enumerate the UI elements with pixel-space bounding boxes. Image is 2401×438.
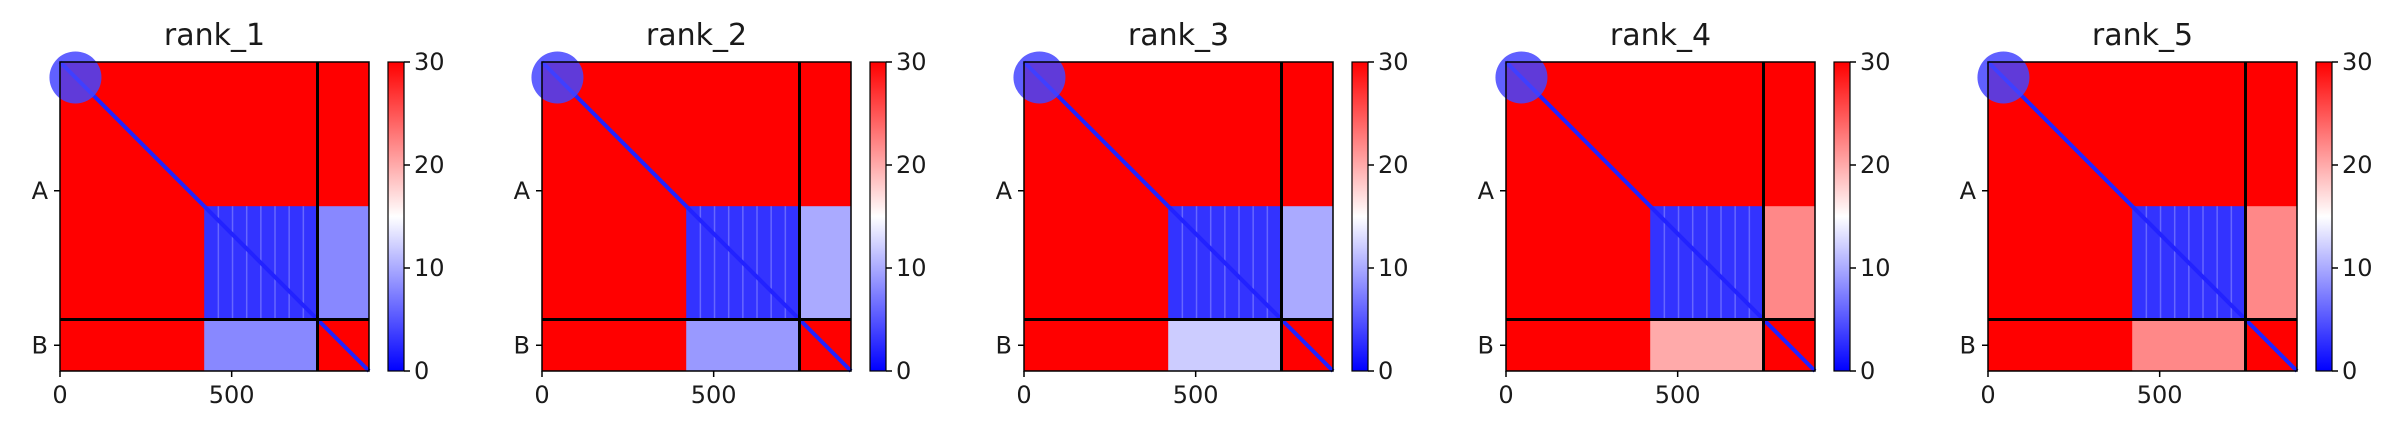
axes-frame bbox=[1505, 61, 1816, 372]
panel-title: rank_1 bbox=[164, 18, 265, 53]
y-tick-label: B bbox=[1478, 331, 1494, 359]
colorbar-tick-label: 20 bbox=[1378, 151, 1409, 179]
colorbar-tick-label: 10 bbox=[2342, 254, 2373, 282]
heatmap-block-a-b bbox=[317, 206, 369, 320]
x-tick-label: 0 bbox=[1498, 381, 1513, 409]
x-tick-label: 500 bbox=[691, 381, 737, 409]
heatmap-terminal-domain bbox=[49, 51, 102, 104]
y-tick-label: B bbox=[996, 331, 1012, 359]
colorbar-tick-label: 0 bbox=[896, 357, 911, 385]
heatmap-terminal-domain bbox=[1495, 51, 1548, 104]
colorbar-tick-label: 30 bbox=[1860, 48, 1891, 76]
colorbar-tick-label: 30 bbox=[414, 48, 445, 76]
x-tick-label: 500 bbox=[2137, 381, 2183, 409]
axes-frame bbox=[59, 61, 370, 372]
colorbar-tick-label: 10 bbox=[414, 254, 445, 282]
panel-title: rank_4 bbox=[1610, 18, 1711, 53]
colorbar-tick-label: 20 bbox=[896, 151, 927, 179]
colorbar-tick-label: 20 bbox=[2342, 151, 2373, 179]
colorbar bbox=[387, 61, 405, 372]
x-tick-label: 500 bbox=[209, 381, 255, 409]
y-tick-label: A bbox=[1960, 177, 1977, 205]
heatmap-block-a-b bbox=[1281, 206, 1333, 320]
colorbar-tick-label: 10 bbox=[1378, 254, 1409, 282]
colorbar-tick-label: 10 bbox=[896, 254, 927, 282]
panel-title: rank_2 bbox=[646, 18, 747, 53]
colorbar-tick-label: 0 bbox=[1860, 357, 1875, 385]
colorbar-tick-label: 30 bbox=[896, 48, 927, 76]
colorbar bbox=[869, 61, 887, 372]
axes-frame bbox=[1987, 61, 2298, 372]
heatmap-terminal-domain bbox=[1013, 51, 1066, 104]
colorbar-tick-label: 0 bbox=[2342, 357, 2357, 385]
x-tick-label: 0 bbox=[534, 381, 549, 409]
x-tick-label: 500 bbox=[1173, 381, 1219, 409]
heatmap-block-a-b bbox=[2245, 206, 2297, 320]
heatmap-block-b-a bbox=[686, 319, 800, 371]
y-tick-label: A bbox=[1478, 177, 1495, 205]
heatmap-terminal-domain bbox=[531, 51, 584, 104]
axes-frame bbox=[1023, 61, 1334, 372]
panel-title: rank_3 bbox=[1128, 18, 1229, 53]
heatmap-block-a-b bbox=[1763, 206, 1815, 320]
x-tick-label: 0 bbox=[52, 381, 67, 409]
x-tick-label: 500 bbox=[1655, 381, 1701, 409]
colorbar-tick-label: 30 bbox=[2342, 48, 2373, 76]
panel-title: rank_5 bbox=[2092, 18, 2193, 53]
heatmap-block-b-a bbox=[2132, 319, 2246, 371]
y-tick-label: A bbox=[996, 177, 1013, 205]
heatmap-block-a-b bbox=[799, 206, 851, 320]
x-tick-label: 0 bbox=[1980, 381, 1995, 409]
colorbar-tick-label: 20 bbox=[414, 151, 445, 179]
heatmap-block-b-a bbox=[1650, 319, 1764, 371]
y-tick-label: A bbox=[32, 177, 49, 205]
heatmap-terminal-domain bbox=[1977, 51, 2030, 104]
colorbar-tick-label: 0 bbox=[414, 357, 429, 385]
colorbar bbox=[2315, 61, 2333, 372]
axes-frame bbox=[541, 61, 852, 372]
colorbar-tick-label: 10 bbox=[1860, 254, 1891, 282]
colorbar-tick-label: 20 bbox=[1860, 151, 1891, 179]
y-tick-label: A bbox=[514, 177, 531, 205]
colorbar-tick-label: 0 bbox=[1378, 357, 1393, 385]
x-tick-label: 0 bbox=[1016, 381, 1031, 409]
colorbar bbox=[1351, 61, 1369, 372]
colorbar-tick-label: 30 bbox=[1378, 48, 1409, 76]
y-tick-label: B bbox=[514, 331, 530, 359]
colorbar bbox=[1833, 61, 1851, 372]
heatmap-block-b-a bbox=[204, 319, 318, 371]
y-tick-label: B bbox=[32, 331, 48, 359]
heatmap-block-b-a bbox=[1168, 319, 1282, 371]
y-tick-label: B bbox=[1960, 331, 1976, 359]
